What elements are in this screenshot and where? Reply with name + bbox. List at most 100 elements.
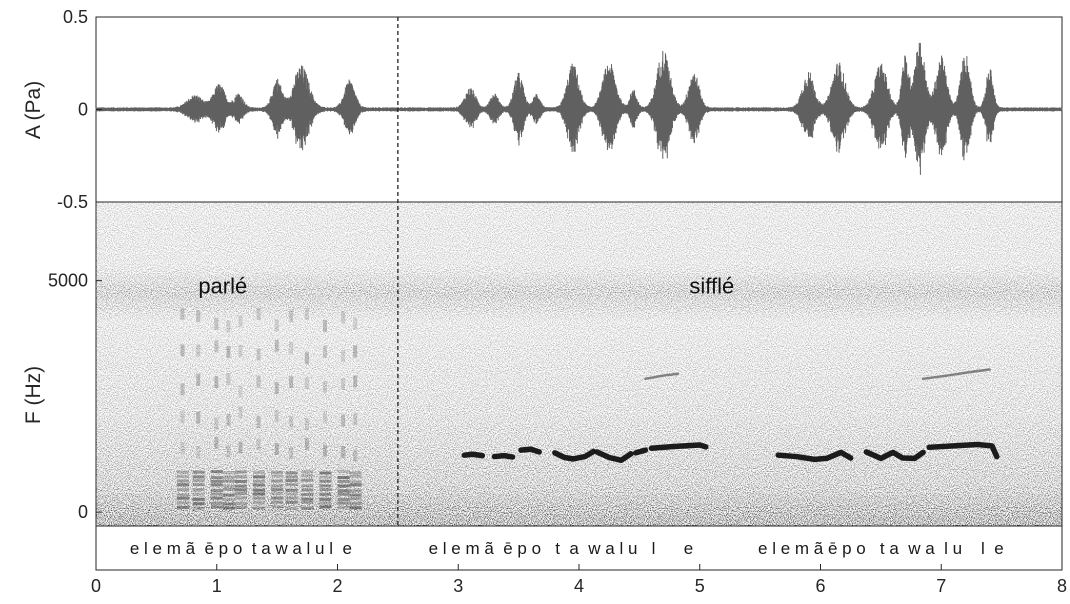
speech-harmonic-band (319, 479, 332, 483)
speech-formant-spot (353, 345, 358, 358)
speech-formant-spot (196, 411, 201, 424)
speech-formant-spot (289, 446, 294, 459)
speech-harmonic-band (285, 483, 298, 487)
speech-formant-spot (304, 377, 309, 390)
speech-harmonic-band (285, 506, 298, 510)
speech-formant-spot (304, 437, 309, 450)
speech-formant-spot (289, 415, 294, 428)
speech-formant-spot (353, 375, 358, 388)
speech-formant-spot (180, 344, 185, 357)
speech-formant-spot (226, 345, 231, 358)
speech-formant-spot (214, 436, 219, 449)
speech-formant-spot (238, 344, 243, 357)
speech-harmonic-band (319, 471, 332, 475)
spectrogram-panel: 5000 0 0 1 2 3 4 5 6 7 8 F (Hz) parlé sifflé e l e… (22, 201, 1067, 596)
speech-formant-spot (304, 352, 309, 365)
x-tick-label: 4 (574, 576, 584, 596)
speech-formant-spot (323, 345, 328, 358)
speech-harmonic-band (319, 475, 332, 479)
whistle-track (633, 447, 649, 456)
segmentation-label: e l e m ã ē p o t a w a l u l e (130, 539, 352, 558)
speech-harmonic-band (192, 497, 205, 501)
speech-formant-spot (341, 350, 346, 363)
speech-formant-spot (238, 406, 243, 419)
waveform-panel: 0.5 0 -0.5 A (Pa) (22, 7, 1063, 212)
speech-formant-spot (274, 339, 279, 352)
speech-formant-spot (238, 315, 243, 328)
speech-harmonic-band (234, 488, 247, 492)
speech-harmonic-band (252, 496, 266, 500)
speech-harmonic-band (176, 474, 189, 478)
speech-harmonic-band (301, 500, 314, 504)
speech-formant-spot (180, 383, 185, 396)
spectrogram-noise (96, 202, 1062, 526)
speech-harmonic-band (319, 484, 332, 488)
x-tick-label: 5 (695, 576, 705, 596)
speech-harmonic-band (252, 492, 266, 496)
speech-formant-spot (341, 446, 346, 459)
speech-harmonic-band (192, 475, 205, 479)
speech-harmonic-band (319, 497, 332, 501)
speech-formant-spot (226, 413, 231, 426)
speech-harmonic-band (319, 488, 332, 492)
speech-harmonic-band (176, 479, 189, 483)
speech-harmonic-band (301, 488, 314, 492)
speech-harmonic-band (234, 470, 247, 474)
speech-harmonic-band (271, 484, 284, 488)
speech-harmonic-band (271, 470, 284, 474)
speech-harmonic-band (319, 505, 332, 509)
speech-formant-spot (196, 344, 201, 357)
speech-harmonic-band (252, 501, 266, 505)
speech-harmonic-band (252, 479, 266, 483)
speech-formant-spot (226, 445, 231, 458)
speech-harmonic-band (222, 475, 235, 479)
speech-harmonic-band (192, 502, 205, 506)
speech-harmonic-band (252, 506, 266, 510)
speech-formant-spot (256, 415, 261, 428)
speech-harmonic-band (210, 505, 223, 509)
speech-formant-spot (274, 319, 279, 332)
speech-formant-spot (289, 342, 294, 355)
whistle-track (518, 446, 542, 455)
speech-harmonic-band (222, 471, 235, 475)
speech-harmonic-band (176, 483, 189, 487)
whistle-track (926, 441, 1000, 460)
segmentation-label: e l e m ã ē p o t a w a l u l e (758, 539, 1004, 558)
speech-harmonic-band (271, 479, 284, 483)
speech-formant-spot (256, 307, 261, 320)
annotation-label: sifflé (689, 273, 734, 298)
speech-formant-spot (289, 376, 294, 389)
speech-formant-spot (274, 443, 279, 456)
x-axis-ticks: 0 1 2 3 4 5 6 7 8 (91, 564, 1067, 596)
speech-formant-spot (180, 441, 185, 454)
annotation-label: parlé (198, 273, 247, 298)
speech-harmonic-band (176, 488, 189, 492)
speech-harmonic-band (285, 475, 298, 479)
x-tick-label: 0 (91, 576, 101, 596)
whistle-track (863, 449, 926, 462)
speech-harmonic-band (337, 489, 350, 493)
x-tick-label: 1 (212, 576, 222, 596)
speech-harmonic-band (285, 496, 298, 500)
speech-harmonic-band (349, 474, 362, 478)
speech-harmonic-band (176, 501, 189, 505)
speech-formant-spot (274, 382, 279, 395)
spectrogram-y-tick-label: 0 (78, 502, 88, 522)
x-tick-label: 8 (1057, 576, 1067, 596)
speech-formant-spot (341, 414, 346, 427)
speech-harmonic-band (210, 496, 223, 500)
speech-harmonic-band (234, 480, 247, 484)
whistle-track (594, 449, 634, 464)
speech-formant-spot (304, 418, 309, 431)
speech-harmonic-band (234, 475, 247, 479)
speech-harmonic-band (349, 497, 362, 501)
speech-formant-spot (274, 409, 279, 422)
speech-harmonic-band (301, 478, 314, 482)
speech-formant-spot (226, 373, 231, 386)
speech-harmonic-band (192, 483, 205, 487)
speech-harmonic-band (337, 492, 350, 496)
speech-harmonic-band (234, 491, 247, 495)
speech-formant-spot (341, 311, 346, 324)
